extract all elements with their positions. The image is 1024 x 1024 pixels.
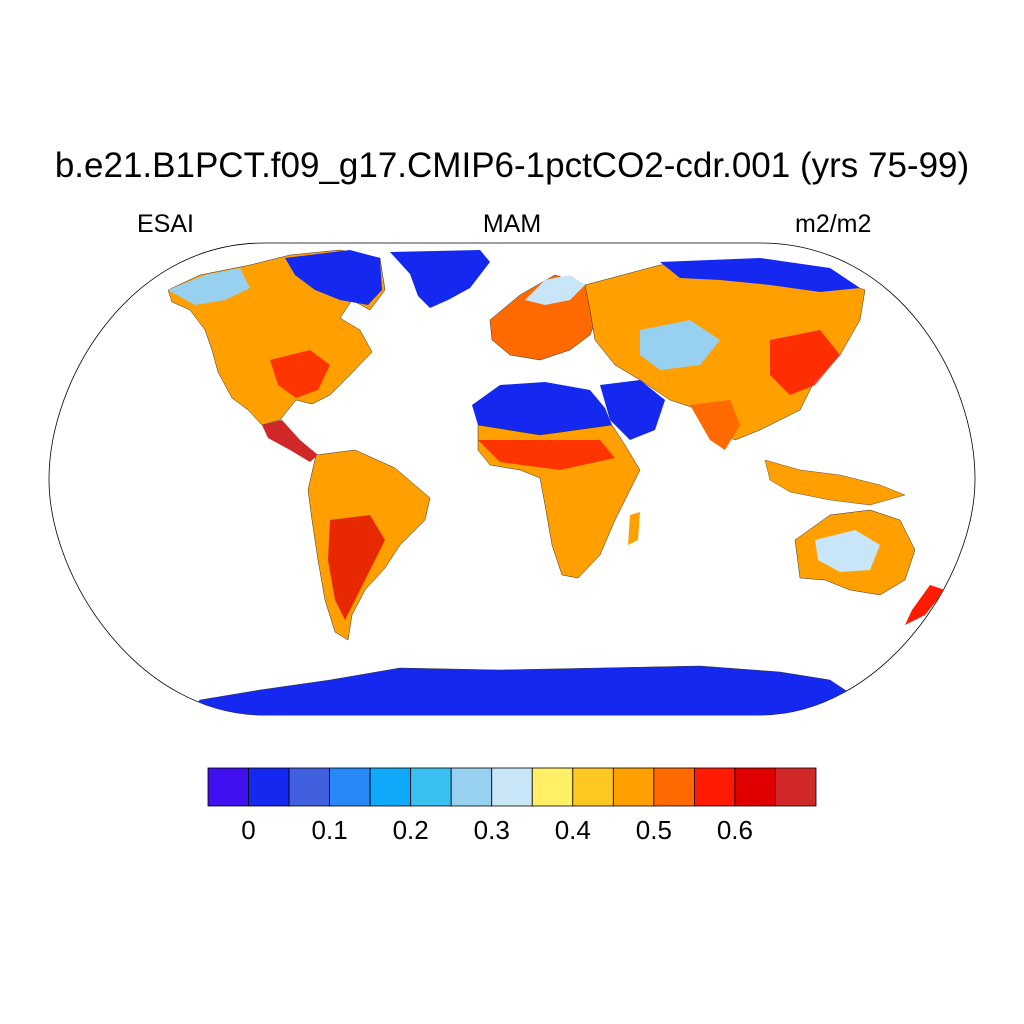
scandinavia <box>525 275 585 305</box>
india <box>690 400 740 450</box>
africa-red <box>478 440 615 470</box>
colorbar-cell <box>369 767 412 807</box>
madagascar <box>628 512 640 545</box>
colorbar-cell <box>531 767 574 807</box>
colorbar-cell <box>410 767 452 807</box>
new-zealand <box>905 585 945 625</box>
arabia <box>600 380 665 440</box>
colorbar-tick-label: 0.1 <box>311 815 348 845</box>
south-america-red <box>328 515 385 620</box>
variable-label: ESAI <box>137 210 194 238</box>
colorbar-cell <box>329 767 371 807</box>
colorbar-cell <box>612 767 655 807</box>
greenland <box>390 250 490 308</box>
colorbar-tick-label: 0.5 <box>635 815 672 845</box>
colorbar-tick-label: 0.3 <box>473 815 510 845</box>
alaska <box>168 268 250 305</box>
colorbar-cell <box>734 767 776 807</box>
north-america-red <box>270 350 330 398</box>
colorbar-tick-label: 0.2 <box>392 815 429 845</box>
sahara <box>472 382 612 435</box>
central-asia-blue <box>640 320 720 370</box>
central-america <box>262 420 318 462</box>
australia-interior <box>815 530 880 572</box>
units-label: m2/m2 <box>795 210 872 238</box>
colorbar-tick-label: 0 <box>241 815 256 845</box>
colorbar-cell <box>450 767 493 807</box>
canada-north <box>285 250 382 305</box>
colorbar-tick-label: 0.4 <box>554 815 591 845</box>
colorbar-cell <box>248 767 290 807</box>
colorbar-cell <box>653 767 695 807</box>
colorbar-cell <box>491 767 533 807</box>
plot-title: b.e21.B1PCT.f09_g17.CMIP6-1pctCO2-cdr.00… <box>54 146 970 185</box>
colorbar-cell <box>694 767 736 807</box>
season-label: MAM <box>482 210 542 238</box>
east-asia-red <box>770 330 840 395</box>
colorbar-cell <box>572 767 614 807</box>
siberia-north <box>660 258 860 292</box>
colorbar-cell <box>288 767 331 807</box>
maritime-continent <box>764 459 906 506</box>
colorbar-tick-label: 0.6 <box>716 815 753 845</box>
colorbar-cell <box>207 767 249 807</box>
antarctica <box>179 665 881 715</box>
colorbar-cell <box>775 767 817 807</box>
